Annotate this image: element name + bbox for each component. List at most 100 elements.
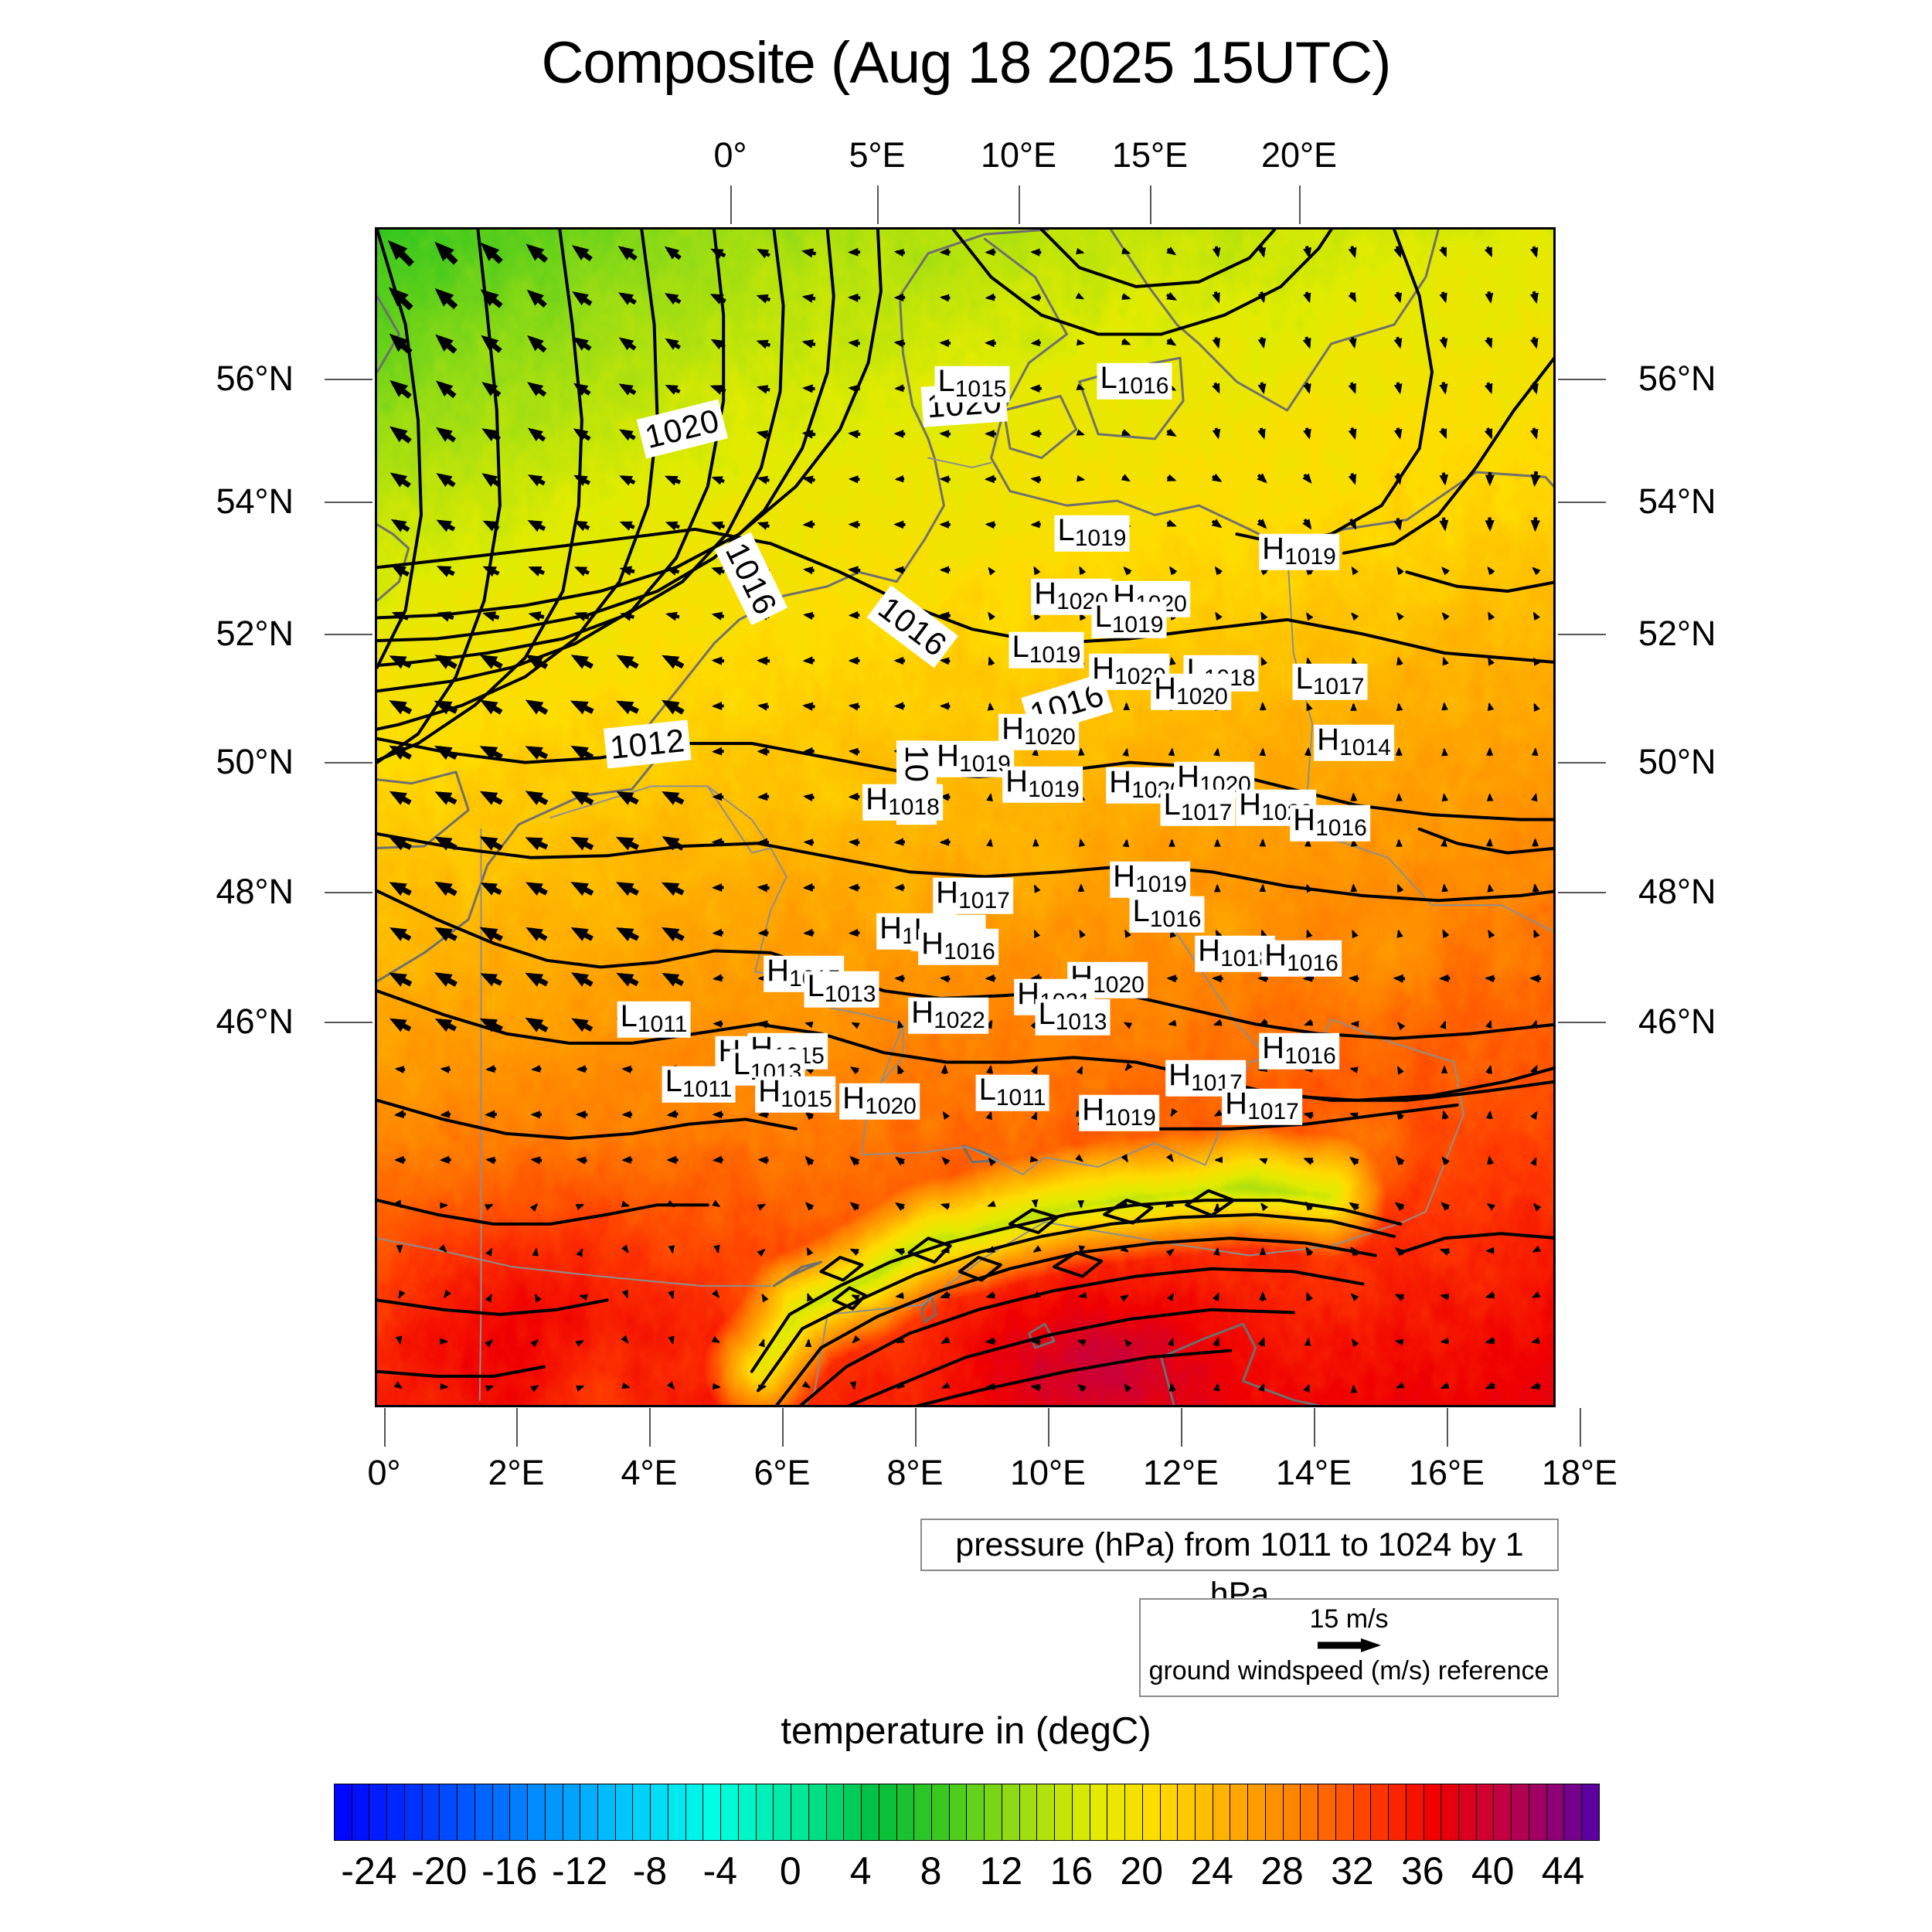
lat-tick-left-2: 52°N: [216, 614, 294, 653]
wind-arrow-icon: [662, 836, 685, 851]
wind-arrow-icon: [756, 430, 770, 440]
wind-arrow-icon: [1124, 1063, 1133, 1071]
wind-arrow-icon: [485, 1156, 496, 1165]
wind-arrow-icon: [711, 1335, 720, 1344]
wind-arrow-icon: [616, 972, 639, 987]
colorbar-cell: [1072, 1784, 1090, 1840]
colorbar-cell: [545, 1784, 563, 1840]
colorbar-cell: [1283, 1784, 1301, 1840]
wind-arrow-icon: [1439, 472, 1448, 486]
wind-arrow-icon: [394, 1066, 406, 1073]
wind-arrow-icon: [848, 247, 861, 257]
wind-arrow-icon: [1213, 1383, 1220, 1392]
wind-arrow-icon: [894, 384, 905, 393]
weather-map-panel[interactable]: 1020 1020 1016 1016 1012 1016 1016 L1015 L1016 L1…: [375, 227, 1556, 1407]
wind-arrow-icon: [1304, 1019, 1314, 1026]
wind-arrow-icon: [1033, 884, 1041, 893]
pressure-extremum-marker: H1015: [755, 1076, 835, 1113]
wind-arrow-icon: [1441, 747, 1448, 757]
wind-arrow-icon: [570, 655, 594, 669]
wind-arrow-icon: [757, 1248, 766, 1257]
pressure-marker-layer: 1020 1020 1016 1016 1012 1016 1016 L1015 L1016 L1…: [377, 230, 1553, 1405]
lon-tick-bottom-8: 16°E: [1408, 1453, 1485, 1492]
wind-arrow-icon: [479, 927, 503, 942]
wind-arrow-icon: [1485, 1382, 1495, 1389]
pressure-extremum-type: H: [1002, 711, 1025, 746]
wind-arrow-icon: [666, 1199, 675, 1208]
colorbar-cell: [931, 1784, 950, 1840]
lon-tick-bottom-6: 12°E: [1142, 1453, 1219, 1492]
wind-arrow-icon: [1030, 294, 1041, 302]
wind-arrow-icon: [434, 836, 457, 851]
pressure-extremum-type: H: [1262, 1030, 1285, 1065]
wind-arrow-icon: [1439, 517, 1449, 532]
colorbar-cell: [1476, 1784, 1495, 1840]
wind-arrow-icon: [897, 1020, 904, 1029]
colorbar-cell: [1459, 1784, 1477, 1840]
pressure-extremum-marker: H1017: [933, 877, 1013, 914]
wind-arrow-icon: [389, 972, 413, 987]
pressure-extremum-marker: L1019: [1009, 631, 1084, 668]
pressure-contour: [377, 230, 583, 763]
wind-arrow-icon: [1396, 793, 1403, 801]
wind-arrow-icon: [1032, 1291, 1041, 1299]
wind-arrow-icon: [1442, 929, 1450, 938]
pressure-extremum-value: 1016: [1149, 906, 1202, 932]
wind-arrow-icon: [616, 700, 639, 715]
wind-arrow-icon: [530, 1111, 543, 1119]
pressure-extremum-marker: H1020: [1151, 673, 1231, 710]
pressure-extremum-type: H: [842, 1080, 866, 1115]
wind-arrow-icon: [1440, 1382, 1450, 1389]
wind-arrow-icon: [1031, 1338, 1041, 1345]
wind-arrow-icon: [939, 566, 951, 574]
colorbar-cell: [563, 1784, 581, 1840]
wind-arrow-icon: [803, 793, 815, 802]
wind-arrow-icon: [1213, 1019, 1223, 1026]
wind-arrow-icon: [436, 473, 456, 488]
wind-arrow-icon: [1529, 291, 1539, 304]
wind-arrow-icon: [1212, 975, 1223, 983]
temperature-colorbar[interactable]: [334, 1784, 1600, 1841]
wind-arrow-icon: [1484, 427, 1493, 440]
pressure-contour: [377, 1199, 709, 1226]
wind-arrow-icon: [803, 566, 815, 575]
wind-arrow-icon: [1530, 471, 1541, 488]
colorbar-tick-label: 20: [1120, 1849, 1164, 1893]
pressure-contour: [377, 832, 1553, 903]
wind-arrow-icon: [1257, 337, 1267, 349]
pressure-extremum-marker: L1016: [1097, 362, 1172, 400]
pressure-extremum-value: 1011: [682, 1076, 733, 1102]
wind-arrow-icon: [664, 293, 682, 305]
wind-arrow-icon: [893, 520, 906, 529]
lon-tick-top-2: 10°E: [980, 135, 1057, 175]
wind-arrow-icon: [1484, 382, 1493, 395]
wind-arrow-icon: [526, 927, 548, 941]
wind-arrow-icon: [986, 1246, 995, 1253]
pressure-extremum-value: 1020: [1093, 971, 1145, 998]
wind-arrow-icon: [1393, 382, 1403, 395]
wind-arrow-icon: [893, 838, 906, 846]
pressure-extremum-type: L: [978, 1072, 996, 1107]
pressure-extremum-type: L: [733, 1046, 750, 1081]
axis-tick: [782, 1408, 784, 1447]
wind-arrow-icon: [1120, 1294, 1129, 1302]
wind-arrow-icon: [1441, 612, 1450, 621]
pressure-contour: [377, 230, 835, 642]
wind-arrow-icon: [665, 611, 680, 621]
pressure-contour: [377, 1098, 798, 1140]
wind-arrow-icon: [988, 1157, 996, 1166]
colorbar-cell: [369, 1784, 388, 1840]
wind-arrow-icon: [1530, 246, 1539, 258]
wind-arrow-icon: [985, 338, 996, 348]
pressure-extremum-type: H: [879, 910, 903, 945]
wind-arrow-icon: [712, 1383, 721, 1390]
wind-arrow-icon: [713, 1020, 723, 1028]
wind-arrow-icon: [1396, 702, 1403, 712]
wind-arrow-icon: [389, 745, 412, 760]
wind-arrow-icon: [1350, 838, 1358, 847]
wind-arrow-icon: [757, 656, 770, 665]
lat-tick-right-0: 56°N: [1638, 359, 1716, 398]
map-overlay-svg: [377, 230, 1553, 1405]
lon-tick-bottom-2: 4°E: [621, 1453, 678, 1492]
pressure-extremum-type: H: [1109, 764, 1132, 799]
